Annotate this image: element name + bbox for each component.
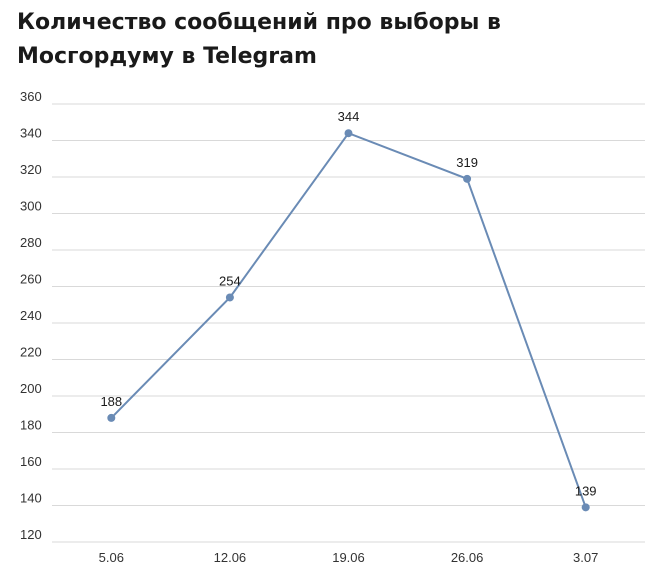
y-tick-label: 280 bbox=[20, 235, 42, 250]
x-tick-label: 3.07 bbox=[573, 550, 598, 565]
data-point bbox=[107, 413, 116, 422]
data-point bbox=[344, 129, 353, 138]
data-label: 188 bbox=[100, 394, 122, 409]
x-tick-label: 19.06 bbox=[332, 550, 365, 565]
data-point bbox=[581, 503, 590, 512]
y-tick-label: 240 bbox=[20, 308, 42, 323]
data-label: 344 bbox=[338, 109, 360, 124]
y-tick-label: 160 bbox=[20, 454, 42, 469]
y-tick-label: 340 bbox=[20, 126, 42, 141]
y-tick-label: 200 bbox=[20, 381, 42, 396]
y-tick-label: 360 bbox=[20, 89, 42, 104]
data-point bbox=[225, 293, 234, 302]
data-label: 254 bbox=[219, 273, 241, 288]
y-tick-label: 180 bbox=[20, 418, 42, 433]
y-tick-label: 300 bbox=[20, 199, 42, 214]
data-label: 319 bbox=[456, 155, 478, 170]
y-tick-label: 140 bbox=[20, 491, 42, 506]
y-tick-label: 220 bbox=[20, 345, 42, 360]
x-tick-label: 26.06 bbox=[451, 550, 484, 565]
series-line bbox=[110, 131, 587, 508]
y-tick-label: 320 bbox=[20, 162, 42, 177]
chart-title: Количество сообщений про выборы в Мосгор… bbox=[17, 10, 501, 69]
y-tick-label: 120 bbox=[20, 527, 42, 542]
y-tick-label: 260 bbox=[20, 272, 42, 287]
x-tick-label: 12.06 bbox=[214, 550, 247, 565]
data-point bbox=[463, 174, 472, 183]
data-label: 139 bbox=[575, 483, 597, 498]
x-tick-label: 5.06 bbox=[99, 550, 124, 565]
